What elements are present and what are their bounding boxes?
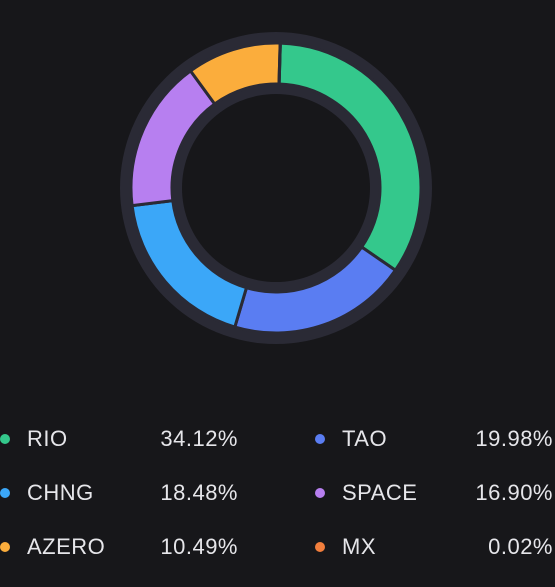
legend-value: 10.49% (160, 534, 238, 559)
slice-mx[interactable] (277, 41, 282, 86)
donut-hole (182, 94, 370, 282)
legend-item-space[interactable]: SPACE 16.90% (313, 466, 555, 520)
legend-value: 0.02% (488, 534, 553, 559)
legend-dot-icon (0, 434, 10, 444)
legend-label: SPACE (342, 480, 418, 505)
legend-dot-icon (0, 542, 10, 552)
legend-item-rio[interactable]: RIO 34.12% (0, 412, 260, 466)
legend-value: 18.48% (160, 480, 238, 505)
legend-item-mx[interactable]: MX 0.02% (313, 520, 555, 574)
legend-dot-icon (315, 434, 325, 444)
legend-item-azero[interactable]: AZERO 10.49% (0, 520, 260, 574)
legend: RIO 34.12% CHNG 18.48% AZERO 10.49% TAO … (0, 412, 555, 582)
legend-label: MX (342, 534, 376, 559)
legend-dot-icon (315, 488, 325, 498)
legend-item-chng[interactable]: CHNG 18.48% (0, 466, 260, 520)
legend-label: AZERO (27, 534, 106, 559)
legend-value: 34.12% (160, 426, 238, 451)
legend-dot-icon (315, 542, 325, 552)
legend-label: TAO (342, 426, 388, 451)
legend-value: 19.98% (475, 426, 553, 451)
legend-value: 16.90% (475, 480, 553, 505)
donut-chart (120, 32, 432, 344)
legend-dot-icon (0, 488, 10, 498)
legend-label: CHNG (27, 480, 94, 505)
legend-label: RIO (27, 426, 68, 451)
legend-item-tao[interactable]: TAO 19.98% (313, 412, 555, 466)
